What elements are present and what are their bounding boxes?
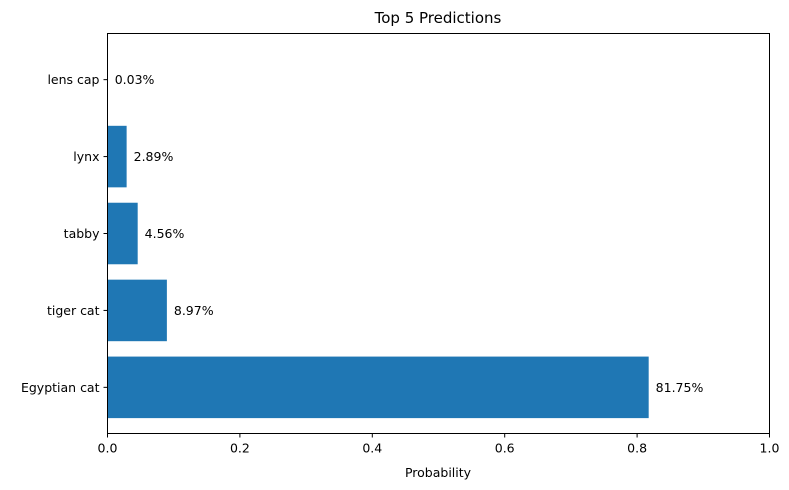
x-tick-label-3: 0.6 xyxy=(495,441,515,456)
data-label-egyptian-cat: 81.75% xyxy=(656,380,704,395)
x-tick-label-5: 1.0 xyxy=(760,441,780,456)
data-label-lens-cap: 0.03% xyxy=(115,72,155,87)
y-tick-label-egyptian-cat: Egyptian cat xyxy=(21,380,100,395)
data-label-lynx: 2.89% xyxy=(134,149,174,164)
data-label-tiger-cat: 8.97% xyxy=(174,303,214,318)
x-axis-label: Probability xyxy=(405,465,472,480)
x-tick-label-2: 0.4 xyxy=(362,441,382,456)
data-label-tabby: 4.56% xyxy=(145,226,185,241)
x-tick-label-0: 0.0 xyxy=(98,441,118,456)
bar-tabby xyxy=(107,202,138,265)
y-axis: Egyptian cat tiger cat tabby lynx lens cap xyxy=(21,72,108,395)
bars-layer xyxy=(107,48,649,419)
bar-egyptian-cat xyxy=(107,356,649,419)
x-tick-label-1: 0.2 xyxy=(230,441,250,456)
y-tick-label-lynx: lynx xyxy=(73,149,99,164)
y-tick-label-tiger-cat: tiger cat xyxy=(47,303,100,318)
plot-frame xyxy=(107,33,770,434)
bar-lynx xyxy=(107,125,127,188)
bar-tiger-cat xyxy=(107,279,167,342)
chart-title: Top 5 Predictions xyxy=(374,9,502,27)
y-tick-label-lens-cap: lens cap xyxy=(47,72,99,87)
x-tick-label-4: 0.8 xyxy=(627,441,647,456)
y-tick-label-tabby: tabby xyxy=(64,226,100,241)
x-axis: 0.0 0.2 0.4 0.6 0.8 1.0 xyxy=(98,433,780,456)
data-labels-layer: 81.75% 8.97% 4.56% 2.89% 0.03% xyxy=(115,72,704,395)
